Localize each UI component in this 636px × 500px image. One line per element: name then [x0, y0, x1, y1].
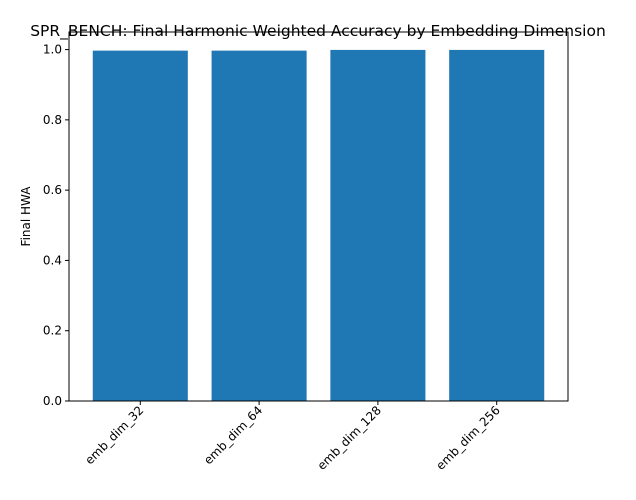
bar-emb-dim-128 [330, 49, 426, 402]
x-axis: emb_dim_32 emb_dim_64 emb_dim_128 emb_dim_2… [82, 401, 503, 473]
bar-emb-dim-256 [449, 49, 545, 402]
y-axis-label: Final HWA [19, 186, 33, 247]
y-tick-label: 0.8 [43, 113, 62, 127]
y-tick-label: 0.4 [43, 253, 62, 267]
y-tick-label: 0.2 [43, 324, 62, 338]
y-tick-label: 0.6 [43, 183, 62, 197]
bar-emb-dim-32 [92, 50, 188, 401]
x-tick-label: emb_dim_256 [433, 403, 502, 472]
bars-group [92, 49, 545, 402]
plot-area-frame [68, 31, 569, 402]
bar-emb-dim-64 [211, 50, 307, 401]
x-tick-label: emb_dim_32 [82, 403, 146, 467]
x-tick-label: emb_dim_128 [315, 403, 384, 472]
y-axis: 0.0 0.2 0.4 0.6 0.8 1.0 [43, 43, 69, 408]
y-tick-label: 0.0 [43, 394, 62, 408]
x-tick-label: emb_dim_64 [201, 403, 265, 467]
y-tick-label: 1.0 [43, 43, 62, 57]
